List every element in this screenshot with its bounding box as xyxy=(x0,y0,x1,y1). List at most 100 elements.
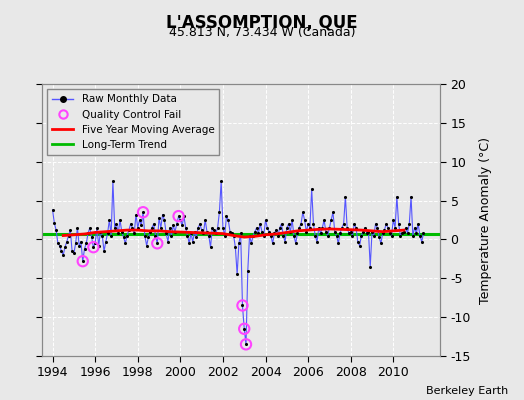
Point xyxy=(144,234,152,240)
Point xyxy=(222,213,231,219)
Point xyxy=(336,230,344,236)
Point xyxy=(174,213,183,219)
Point xyxy=(375,234,383,240)
Point xyxy=(172,221,181,227)
Point xyxy=(206,244,215,250)
Point xyxy=(68,248,77,254)
Point xyxy=(114,230,123,236)
Point xyxy=(181,224,190,231)
Point xyxy=(57,248,66,254)
Point xyxy=(117,228,126,235)
Point xyxy=(267,232,275,239)
Point xyxy=(176,217,184,223)
Point xyxy=(227,230,236,236)
Point xyxy=(190,228,199,235)
Point xyxy=(93,224,101,231)
Point xyxy=(75,242,83,249)
Point xyxy=(416,232,424,239)
Point xyxy=(52,227,60,233)
Point xyxy=(94,242,103,249)
Point xyxy=(108,178,117,184)
Point xyxy=(308,186,316,192)
Point xyxy=(233,271,242,278)
Point xyxy=(355,242,364,249)
Point xyxy=(88,234,96,240)
Point xyxy=(79,258,87,264)
Text: 45.813 N, 73.434 W (Canada): 45.813 N, 73.434 W (Canada) xyxy=(169,26,355,39)
Point xyxy=(323,232,332,239)
Point xyxy=(64,232,73,239)
Point xyxy=(334,240,343,246)
Point xyxy=(414,221,422,227)
Point xyxy=(320,217,329,223)
Point xyxy=(217,178,225,184)
Point xyxy=(314,224,323,231)
Point xyxy=(180,213,188,219)
Point xyxy=(119,234,128,240)
Point xyxy=(121,240,129,246)
Point xyxy=(300,217,309,223)
Point xyxy=(305,224,314,231)
Point xyxy=(50,220,59,226)
Point xyxy=(149,221,158,227)
Point xyxy=(282,224,291,231)
Point xyxy=(238,302,247,309)
Point xyxy=(183,232,192,239)
Point xyxy=(272,227,280,233)
Point xyxy=(369,232,378,239)
Point xyxy=(238,302,247,309)
Point xyxy=(240,326,248,332)
Point xyxy=(195,221,204,227)
Point xyxy=(85,224,94,231)
Point xyxy=(155,214,163,221)
Point xyxy=(242,341,250,348)
Point xyxy=(361,224,369,231)
Point xyxy=(171,228,179,235)
Point xyxy=(167,232,176,239)
Point xyxy=(291,240,300,246)
Point xyxy=(166,224,174,231)
Point xyxy=(270,230,279,236)
Y-axis label: Temperature Anomaly (°C): Temperature Anomaly (°C) xyxy=(479,136,492,304)
Point xyxy=(185,240,193,246)
Point xyxy=(61,244,69,250)
Point xyxy=(318,224,326,231)
Point xyxy=(359,228,367,235)
Point xyxy=(157,224,165,231)
Point xyxy=(148,224,156,231)
Point xyxy=(203,228,211,235)
Point xyxy=(265,228,274,235)
Point xyxy=(102,238,110,245)
Point xyxy=(153,240,161,246)
Point xyxy=(135,217,144,223)
Point xyxy=(242,341,250,348)
Point xyxy=(249,232,257,239)
Point xyxy=(112,221,121,227)
Point xyxy=(201,217,210,223)
Point xyxy=(277,221,286,227)
Point xyxy=(259,232,268,239)
Point xyxy=(70,250,78,257)
Point xyxy=(290,232,298,239)
Point xyxy=(363,230,371,236)
Point xyxy=(210,227,219,233)
Point xyxy=(105,217,114,223)
Point xyxy=(174,213,183,219)
Point xyxy=(240,326,248,332)
Point xyxy=(111,224,119,231)
Point xyxy=(231,244,239,250)
Point xyxy=(418,238,426,245)
Point xyxy=(245,232,254,239)
Point xyxy=(352,224,360,231)
Point xyxy=(348,232,357,239)
Point xyxy=(82,240,91,246)
Point xyxy=(73,224,82,231)
Point xyxy=(395,221,403,227)
Point xyxy=(139,209,147,216)
Point xyxy=(309,221,318,227)
Point xyxy=(56,242,64,249)
Point xyxy=(405,221,413,227)
Point xyxy=(236,230,245,236)
Point xyxy=(208,224,216,231)
Point xyxy=(340,221,348,227)
